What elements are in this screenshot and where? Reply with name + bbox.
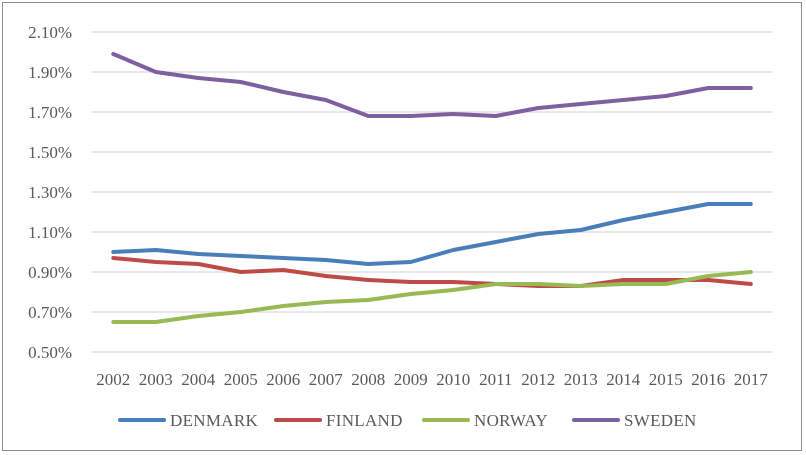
x-tick-label: 2005	[224, 370, 258, 389]
x-tick-label: 2011	[479, 370, 512, 389]
series-line-norway	[111, 270, 753, 324]
x-tick-label: 2006	[266, 370, 300, 389]
legend-label-denmark: DENMARK	[170, 411, 258, 430]
x-tick-label: 2009	[394, 370, 428, 389]
x-axis-tick-labels: 2002 2003 2004 2005 2006 2007 2008 2009 2010 2011…	[96, 370, 768, 389]
y-tick-label: 1.90%	[28, 63, 72, 82]
legend-label-sweden: SWEDEN	[624, 411, 697, 430]
x-tick-label: 2002	[96, 370, 130, 389]
x-tick-label: 2008	[351, 370, 385, 389]
series-lines	[111, 52, 753, 324]
x-tick-label: 2017	[734, 370, 769, 389]
x-tick-label: 2014	[606, 370, 641, 389]
legend-label-norway: NORWAY	[474, 411, 548, 430]
y-tick-label: 0.50%	[28, 343, 72, 362]
series-line-finland	[111, 256, 753, 288]
y-tick-label: 0.90%	[28, 263, 72, 282]
x-tick-label: 2010	[436, 370, 470, 389]
gridlines	[92, 31, 772, 313]
x-tick-label: 2007	[309, 370, 344, 389]
x-tick-label: 2004	[181, 370, 216, 389]
x-tick-label: 2015	[649, 370, 683, 389]
series-line-sweden	[111, 52, 753, 118]
chart-frame	[2, 2, 802, 451]
y-tick-label: 1.30%	[28, 183, 72, 202]
legend-label-finland: FINLAND	[326, 411, 403, 430]
legend: DENMARK FINLAND NORWAY SWEDEN	[118, 411, 697, 430]
x-tick-label: 2003	[139, 370, 173, 389]
x-tick-label: 2013	[564, 370, 598, 389]
y-axis-tick-labels: 0.50% 0.70% 0.90% 1.10% 1.30% 1.50% 1.70% 1.90%…	[28, 23, 72, 362]
x-tick-label: 2016	[691, 370, 725, 389]
y-tick-label: 2.10%	[28, 23, 72, 42]
y-tick-label: 1.70%	[28, 103, 72, 122]
y-tick-label: 1.50%	[28, 143, 72, 162]
y-tick-label: 0.70%	[28, 303, 72, 322]
x-tick-label: 2012	[521, 370, 555, 389]
series-line-denmark	[111, 202, 753, 266]
y-tick-label: 1.10%	[28, 223, 72, 242]
